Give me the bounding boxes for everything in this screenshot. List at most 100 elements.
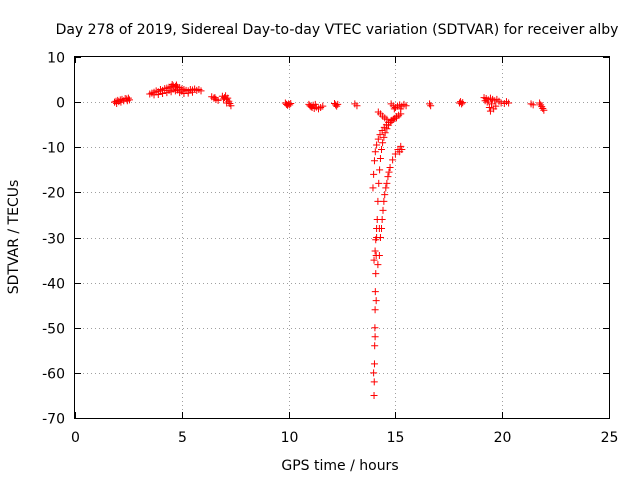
y-tick-label: -50 bbox=[42, 322, 65, 338]
data-point bbox=[159, 90, 167, 98]
data-point bbox=[311, 100, 319, 108]
data-point bbox=[123, 97, 131, 105]
data-point bbox=[376, 155, 384, 163]
data-point bbox=[154, 90, 162, 98]
x-tick-label: 0 bbox=[71, 430, 80, 446]
data-point bbox=[458, 100, 466, 108]
data-point bbox=[386, 164, 394, 172]
data-point bbox=[371, 306, 379, 314]
data-point bbox=[374, 197, 382, 205]
data-point bbox=[397, 142, 405, 150]
data-point bbox=[376, 131, 384, 139]
data-point bbox=[165, 86, 173, 94]
data-point bbox=[426, 100, 434, 108]
data-point bbox=[372, 236, 380, 244]
data-point bbox=[370, 378, 378, 386]
data-point bbox=[375, 179, 383, 187]
data-point bbox=[402, 102, 410, 110]
data-point bbox=[334, 100, 342, 108]
data-point bbox=[227, 102, 235, 110]
data-point bbox=[333, 102, 341, 110]
axis-ticks: 0 5 10 15 20 25 10 0 -10 -20 -30 -40 -50 -60 -70 bbox=[42, 51, 618, 447]
data-point bbox=[427, 102, 435, 110]
data-point bbox=[372, 270, 380, 278]
x-tick-label: 5 bbox=[178, 430, 187, 446]
grid-layer bbox=[75, 57, 609, 418]
y-axis-label: SDTVAR / TECUs bbox=[6, 180, 22, 295]
data-points bbox=[111, 81, 548, 399]
data-point bbox=[538, 103, 546, 111]
x-tick-label: 15 bbox=[387, 430, 405, 446]
data-point bbox=[370, 256, 378, 264]
data-point bbox=[286, 101, 294, 109]
data-point bbox=[481, 97, 489, 105]
data-point bbox=[369, 184, 377, 192]
data-point bbox=[174, 86, 182, 94]
data-point bbox=[378, 215, 386, 223]
data-point bbox=[370, 157, 378, 165]
data-point bbox=[384, 173, 392, 181]
data-point bbox=[371, 288, 379, 296]
data-point bbox=[211, 94, 219, 102]
data-point bbox=[370, 391, 378, 399]
data-point bbox=[188, 88, 196, 96]
data-point bbox=[370, 369, 378, 377]
data-point bbox=[319, 102, 327, 110]
data-point bbox=[113, 99, 121, 107]
chart-title: Day 278 of 2019, Sidereal Day-to-day VTE… bbox=[56, 22, 619, 38]
data-point bbox=[396, 148, 404, 156]
data-point bbox=[529, 101, 537, 109]
y-tick-label: -30 bbox=[42, 232, 65, 248]
data-point bbox=[379, 139, 387, 147]
y-tick-label: -40 bbox=[42, 277, 65, 293]
data-point bbox=[505, 99, 513, 107]
y-tick-label: -70 bbox=[42, 412, 65, 428]
data-point bbox=[197, 87, 205, 95]
x-tick-label: 25 bbox=[601, 430, 619, 446]
y-tick-label: -20 bbox=[42, 186, 65, 202]
data-point bbox=[486, 107, 494, 115]
y-tick-label: 10 bbox=[47, 51, 65, 67]
data-point bbox=[371, 324, 379, 332]
data-point bbox=[376, 166, 384, 174]
data-point bbox=[374, 135, 382, 143]
data-point bbox=[380, 197, 388, 205]
data-point bbox=[485, 104, 493, 112]
data-point bbox=[378, 224, 386, 232]
data-point bbox=[224, 94, 232, 102]
data-point bbox=[371, 247, 379, 255]
data-point bbox=[459, 99, 467, 107]
data-point bbox=[373, 141, 381, 149]
data-point bbox=[385, 168, 393, 176]
data-point bbox=[372, 297, 380, 305]
data-point bbox=[379, 206, 387, 214]
data-point bbox=[536, 99, 544, 107]
data-point bbox=[539, 104, 547, 112]
data-point bbox=[389, 156, 397, 164]
data-point bbox=[540, 106, 548, 114]
data-point bbox=[117, 98, 125, 106]
y-tick-label: -10 bbox=[42, 141, 65, 157]
plot-frame bbox=[74, 56, 610, 419]
data-point bbox=[287, 99, 295, 107]
data-point bbox=[381, 191, 389, 199]
data-point bbox=[390, 105, 398, 113]
data-point bbox=[169, 85, 177, 93]
data-point bbox=[371, 342, 379, 350]
x-tick-label: 20 bbox=[494, 430, 512, 446]
data-point bbox=[375, 252, 383, 260]
data-point bbox=[374, 261, 382, 269]
data-point bbox=[380, 133, 388, 141]
x-tick-label: 10 bbox=[281, 430, 299, 446]
y-tick-label: 0 bbox=[56, 96, 65, 112]
data-point bbox=[382, 184, 390, 192]
data-point bbox=[371, 333, 379, 341]
data-point bbox=[392, 114, 400, 122]
data-point bbox=[376, 234, 384, 241]
data-point bbox=[488, 100, 496, 108]
x-axis-label: GPS time / hours bbox=[281, 458, 398, 474]
data-point bbox=[184, 89, 192, 97]
data-point bbox=[537, 101, 545, 109]
data-point bbox=[219, 95, 227, 103]
